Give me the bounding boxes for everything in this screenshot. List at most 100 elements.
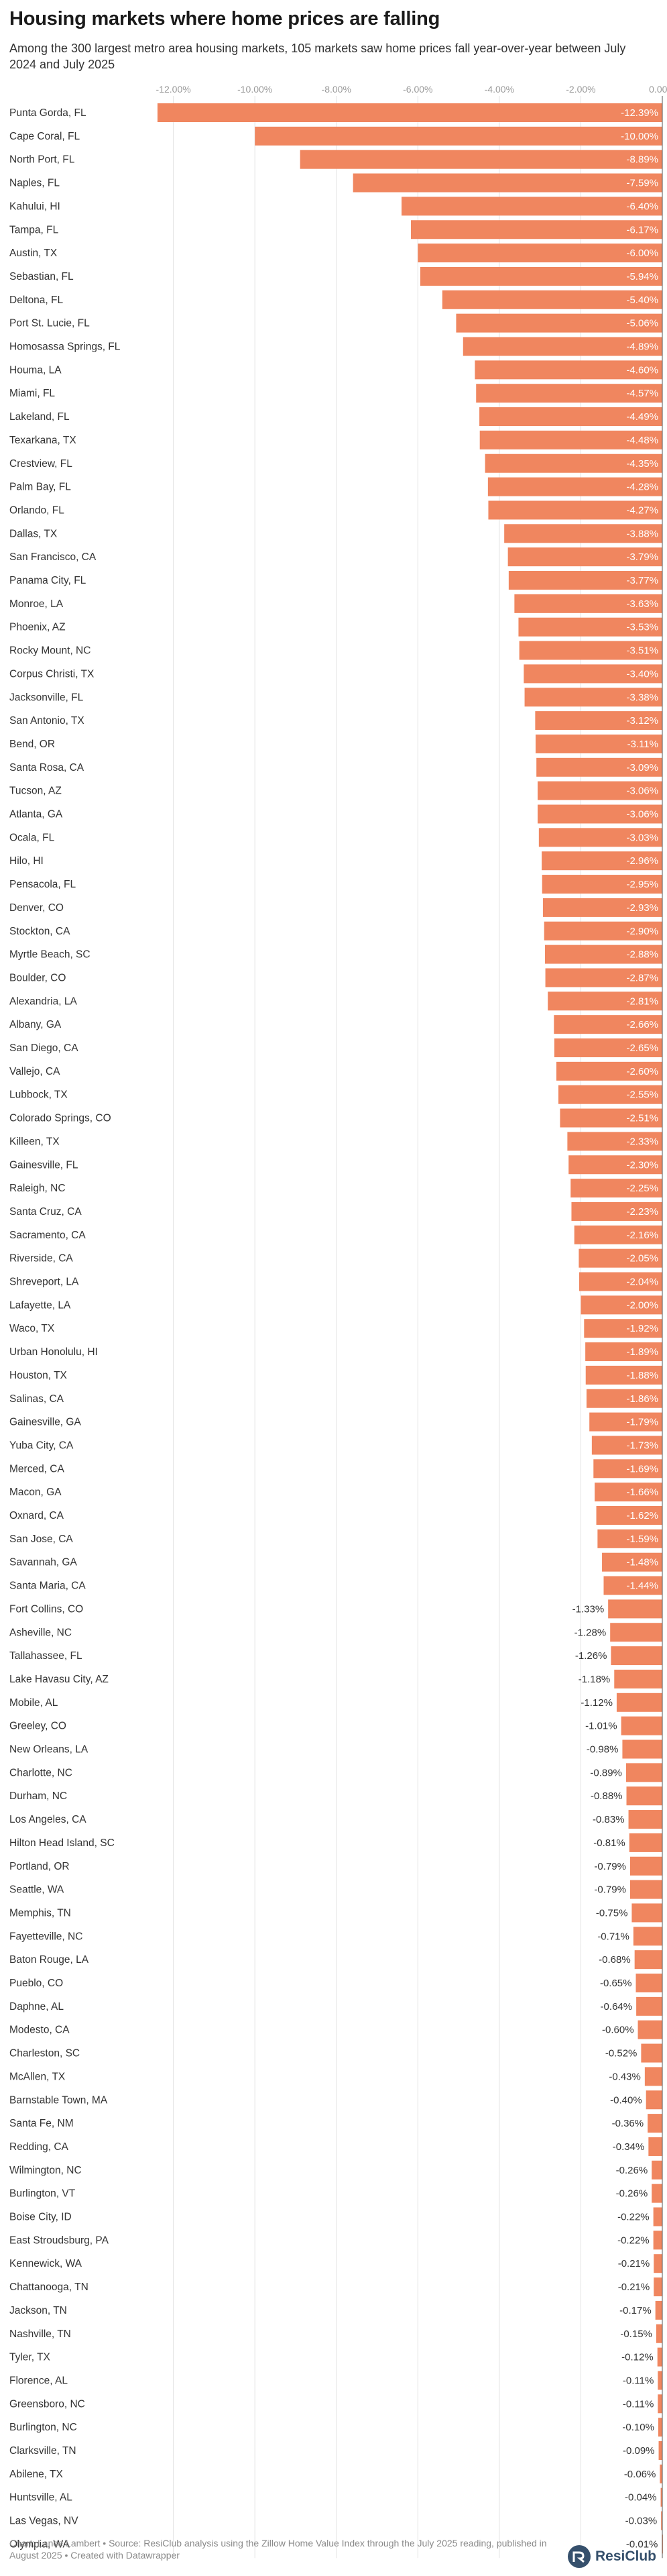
value-label: -3.38% <box>626 692 658 703</box>
value-label: -2.30% <box>626 1159 658 1171</box>
data-bar <box>568 1155 662 1175</box>
value-label: -0.26% <box>616 2188 648 2200</box>
category-label: Burlington, NC <box>9 2422 77 2433</box>
category-label: Panama City, FL <box>9 575 86 586</box>
data-bar <box>542 851 662 871</box>
data-bar <box>518 617 662 637</box>
value-label: -2.00% <box>626 1299 658 1311</box>
data-bar <box>560 1108 662 1128</box>
category-label: Abilene, TX <box>9 2469 64 2480</box>
value-label: -1.12% <box>581 1697 613 1709</box>
x-tick-label: 0.00% <box>649 84 667 95</box>
value-label: -1.86% <box>626 1393 658 1405</box>
category-label: Yuba City, CA <box>9 1440 74 1451</box>
category-label: McAllen, TX <box>9 2071 66 2082</box>
data-bar <box>589 1412 662 1432</box>
category-label: Albany, GA <box>9 1019 62 1030</box>
value-label: -0.17% <box>619 2305 652 2316</box>
value-label: -4.48% <box>626 435 658 446</box>
value-label: -1.92% <box>626 1323 658 1334</box>
value-label: -3.03% <box>626 832 658 843</box>
category-label: Homosassa Springs, FL <box>9 341 121 353</box>
data-bar <box>603 1576 662 1595</box>
value-label: -2.25% <box>626 1183 658 1194</box>
value-label: -4.89% <box>626 341 658 353</box>
data-bar <box>536 757 662 777</box>
data-bar <box>585 1342 662 1362</box>
data-bar <box>542 898 662 917</box>
data-bar <box>584 1319 662 1338</box>
category-label: Palm Bay, FL <box>9 482 71 493</box>
category-label: Savannah, GA <box>9 1557 77 1568</box>
value-label: -1.69% <box>626 1463 658 1474</box>
value-label: -6.00% <box>626 248 658 259</box>
data-bar <box>538 828 662 847</box>
category-label: Tyler, TX <box>9 2352 51 2363</box>
category-label: Modesto, CA <box>9 2025 70 2036</box>
category-label: Charleston, SC <box>9 2048 80 2059</box>
data-bar <box>602 1552 662 1572</box>
value-label: -0.21% <box>618 2282 650 2293</box>
category-label: Fort Collins, CO <box>9 1603 83 1615</box>
data-bar <box>661 2511 662 2530</box>
data-bar <box>658 2441 662 2460</box>
category-label: Gainesville, GA <box>9 1417 81 1428</box>
value-label: -2.60% <box>626 1066 658 1077</box>
data-bar <box>255 126 662 146</box>
data-bar <box>504 524 662 543</box>
data-bar <box>524 664 662 684</box>
category-label: Tallahassee, FL <box>9 1650 82 1662</box>
value-label: -3.77% <box>626 575 658 586</box>
category-label: Phoenix, AZ <box>9 622 66 633</box>
value-label: -0.79% <box>594 1884 626 1896</box>
data-bar <box>596 1506 662 1525</box>
data-bar <box>654 2254 662 2273</box>
data-bar <box>652 2184 662 2203</box>
category-label: San Diego, CA <box>9 1042 78 1054</box>
category-label: Santa Fe, NM <box>9 2118 74 2129</box>
value-label: -0.43% <box>609 2071 641 2082</box>
category-label: Redding, CA <box>9 2141 69 2153</box>
value-label: -0.65% <box>600 1978 632 1989</box>
value-label: -3.53% <box>626 622 658 633</box>
category-label: Killeen, TX <box>9 1136 60 1147</box>
value-label: -2.95% <box>626 879 658 890</box>
value-label: -4.60% <box>626 364 658 376</box>
category-label: Raleigh, NC <box>9 1183 66 1194</box>
category-label: Kahului, HI <box>9 201 60 212</box>
category-label: Vallejo, CA <box>9 1066 60 1077</box>
value-label: -2.93% <box>626 902 658 914</box>
data-bar <box>579 1248 662 1268</box>
data-bar <box>648 2137 662 2156</box>
category-label: Barnstable Town, MA <box>9 2094 108 2106</box>
value-label: -12.39% <box>621 107 658 119</box>
data-bar <box>658 2371 662 2390</box>
category-label: Nashville, TN <box>9 2328 71 2340</box>
category-label: Portland, OR <box>9 1861 70 1872</box>
data-bar <box>644 2067 662 2086</box>
value-label: -2.55% <box>626 1089 658 1101</box>
value-label: -1.44% <box>626 1580 658 1592</box>
data-bar <box>353 173 662 193</box>
data-bar <box>611 1646 662 1666</box>
category-label: Charlotte, NC <box>9 1767 72 1778</box>
x-tick-label: -12.00% <box>156 84 191 95</box>
data-bar <box>621 1716 662 1735</box>
value-label: -3.88% <box>626 528 658 539</box>
value-label: -1.88% <box>626 1370 658 1381</box>
category-label: Bend, OR <box>9 739 55 750</box>
value-label: -2.23% <box>626 1206 658 1218</box>
data-bar <box>418 244 662 263</box>
data-bar <box>634 1950 662 1970</box>
data-bar <box>558 1085 662 1104</box>
data-bar <box>608 1599 662 1619</box>
value-label: -0.83% <box>593 1814 625 1825</box>
value-label: -3.79% <box>626 551 658 563</box>
resiclub-logo: ResiClub <box>567 2544 656 2569</box>
category-label: Austin, TX <box>9 248 58 259</box>
data-bar <box>628 1810 662 1829</box>
data-bar <box>524 688 662 707</box>
chart-title: Housing markets where home prices are fa… <box>9 8 440 30</box>
category-label: Wilmington, NC <box>9 2165 82 2176</box>
